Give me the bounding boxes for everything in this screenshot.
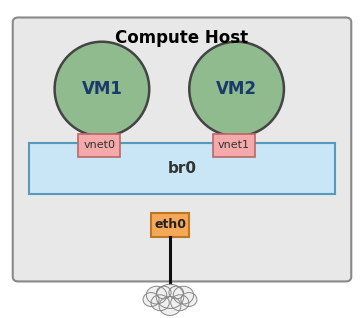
Circle shape	[143, 293, 159, 307]
Text: vnet0: vnet0	[83, 141, 115, 150]
Circle shape	[151, 295, 169, 311]
Text: VM1: VM1	[82, 80, 122, 98]
Ellipse shape	[189, 42, 284, 136]
FancyBboxPatch shape	[13, 17, 351, 281]
Text: VM2: VM2	[216, 80, 257, 98]
Circle shape	[146, 286, 167, 304]
Circle shape	[169, 286, 183, 299]
Text: vnet1: vnet1	[218, 141, 250, 150]
Circle shape	[157, 286, 171, 299]
Circle shape	[173, 286, 194, 304]
Text: eth0: eth0	[154, 218, 186, 232]
Text: br0: br0	[167, 161, 197, 176]
Ellipse shape	[55, 42, 149, 136]
Circle shape	[156, 284, 184, 308]
Circle shape	[181, 293, 197, 307]
Bar	[29, 143, 335, 194]
Text: Compute Host: Compute Host	[115, 29, 249, 47]
Bar	[213, 134, 255, 157]
Bar	[151, 213, 189, 237]
Bar	[78, 134, 120, 157]
Circle shape	[171, 295, 189, 311]
Circle shape	[159, 296, 181, 315]
